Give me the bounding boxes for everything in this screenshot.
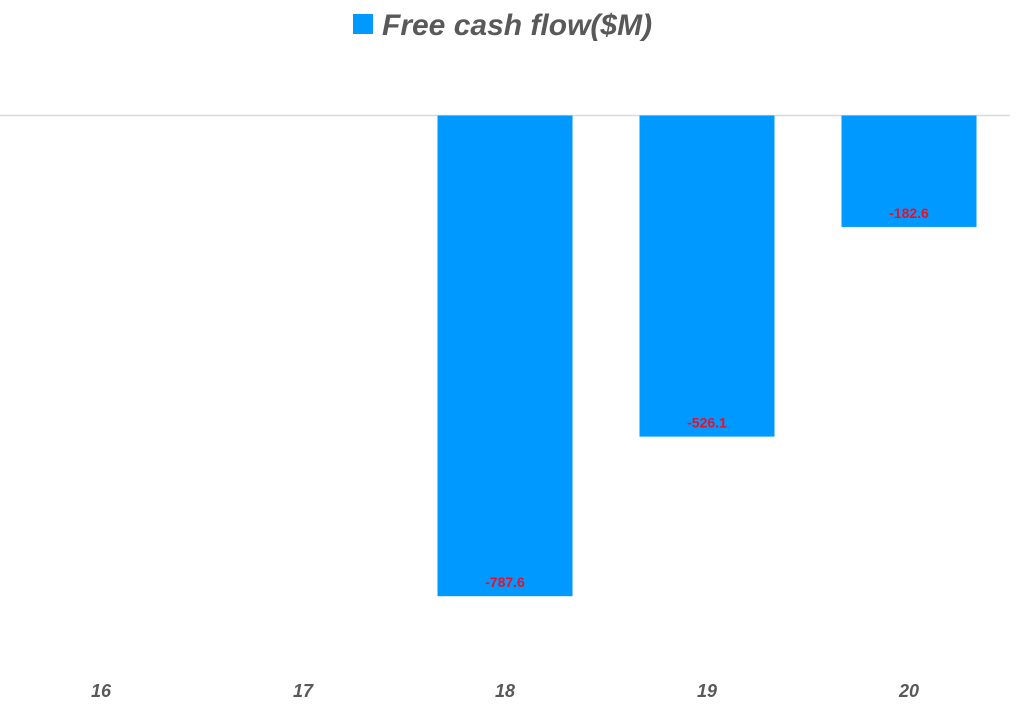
x-tick-label-17: 17 <box>293 681 314 701</box>
x-tick-label-16: 16 <box>91 681 112 701</box>
bars <box>437 115 977 597</box>
legend-swatch <box>353 14 373 34</box>
bar-20 <box>841 115 977 227</box>
data-label-19: -526.1 <box>687 415 727 431</box>
legend: Free cash flow($M) <box>353 9 652 42</box>
data-label-18: -787.6 <box>485 574 525 590</box>
x-tick-label-20: 20 <box>898 681 919 701</box>
data-label-20: -182.6 <box>889 205 929 221</box>
x-tick-label-18: 18 <box>495 681 515 701</box>
bar-18 <box>437 115 573 597</box>
x-axis-tick-labels: 16 17 18 19 20 <box>91 681 919 701</box>
data-labels: -787.6 -526.1 -182.6 <box>485 205 929 590</box>
x-tick-label-19: 19 <box>697 681 717 701</box>
legend-label: Free cash flow($M) <box>382 9 652 42</box>
bar-19 <box>639 115 775 437</box>
